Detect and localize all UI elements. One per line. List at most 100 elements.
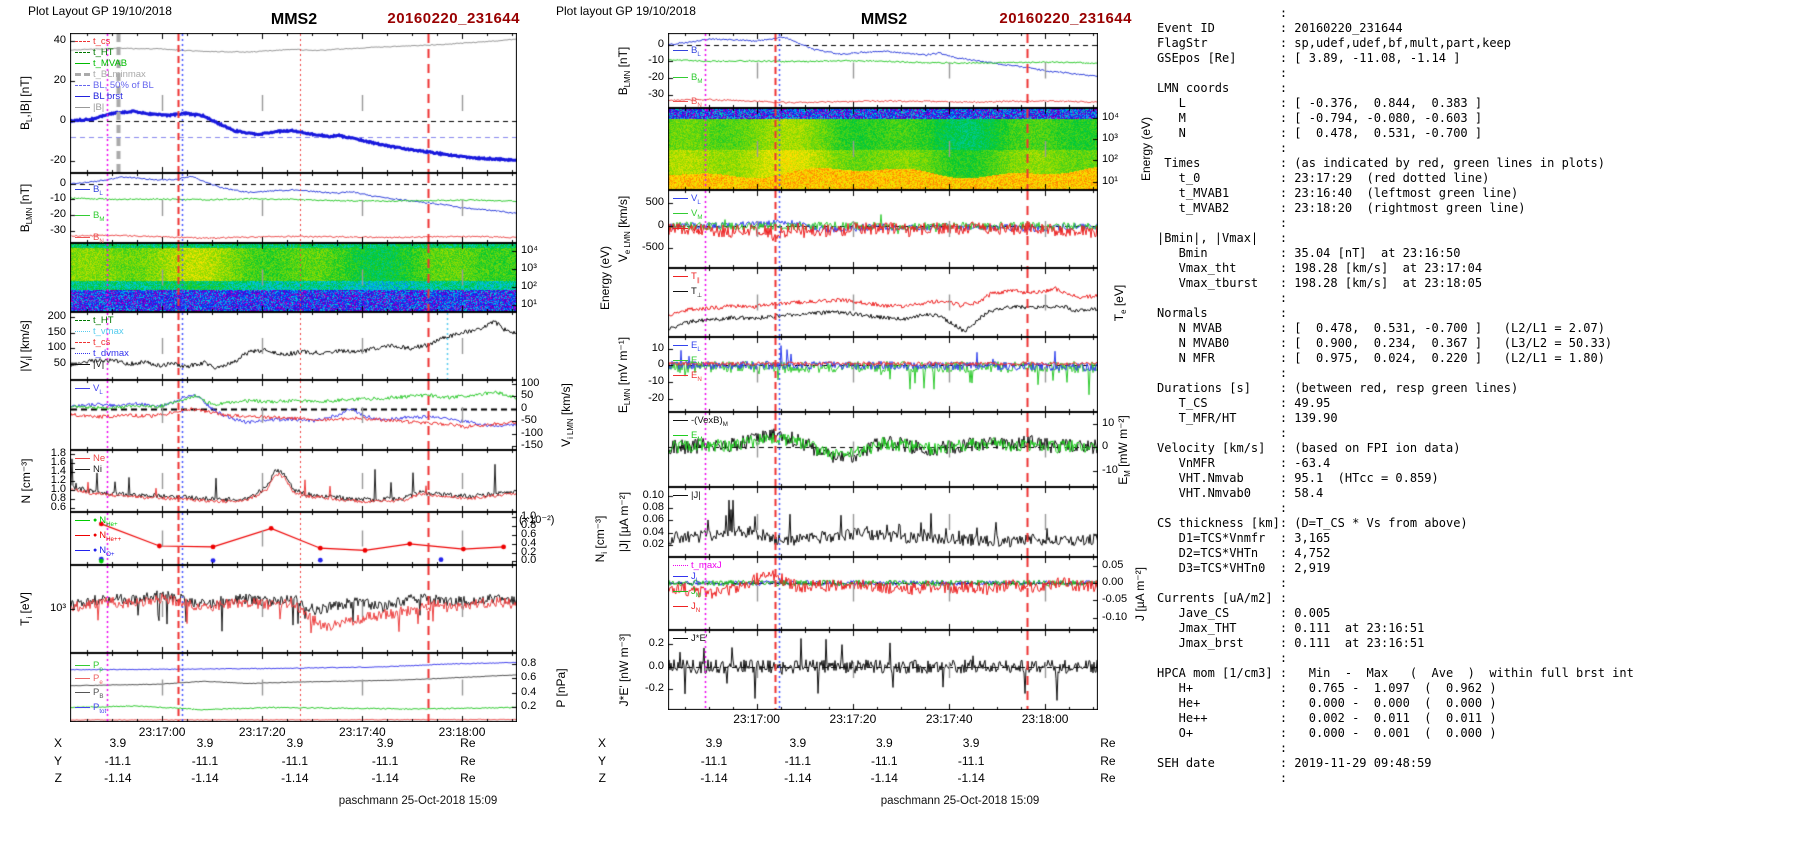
legend-label: BN: [93, 232, 104, 245]
figure-footer-left: paschmann 25-Oct-2018 15:09: [338, 795, 498, 807]
legend-item: BN: [75, 232, 104, 247]
ephem-value: -11.1: [191, 754, 219, 768]
legend-dot: ●: [93, 546, 98, 554]
y-tick-label: 10²: [521, 280, 537, 293]
legend-dot: ●: [93, 531, 98, 539]
legend-line: [75, 692, 90, 694]
y-tick-label: 0.06: [642, 513, 664, 526]
info-line: Durations [s] : (between red, resp green…: [1157, 381, 1519, 395]
figure-title-middle: MMS2: [860, 11, 908, 28]
info-line: VnMFR : -63.4: [1157, 456, 1331, 470]
legend-label: Pp: [93, 660, 103, 674]
legend-label: Ne: [93, 453, 106, 464]
info-line: Jmax_THT : 0.111 at 23:16:51: [1157, 621, 1425, 635]
ephem-value: -1.14: [281, 771, 309, 785]
ephem-unit: Re: [460, 771, 476, 785]
legend-item: t_dvmax: [75, 348, 129, 359]
legend-label: t_vmax: [93, 326, 124, 337]
legend-item: BM: [673, 72, 702, 87]
y-tick-label: 100: [521, 376, 540, 389]
axis-label: EM [mW m⁻²]: [1115, 414, 1133, 485]
ephem-value: -1.14: [371, 771, 399, 785]
ephem-row-label: Z: [54, 771, 62, 785]
legend-label: Ptot: [93, 701, 107, 715]
legend-label: BL: [691, 45, 701, 58]
legend-line: [75, 236, 90, 238]
ephem-row-label: X: [597, 736, 606, 750]
info-line: t_0 : 23:17:29 (red dotted line): [1157, 171, 1490, 185]
legend-line: [75, 40, 90, 42]
legend-label: T∥: [691, 271, 700, 284]
info-line: Normals :: [1157, 306, 1288, 320]
legend-label: t_MVAB: [93, 58, 128, 69]
y-tick-label: 0: [657, 37, 664, 50]
legend-label: t_dvmax: [93, 348, 129, 359]
plot-canvas-ti: [70, 565, 517, 653]
legend-line: [75, 51, 90, 53]
y-tick-label: 1.6: [50, 456, 66, 469]
ephem-unit: Re: [460, 736, 476, 750]
y-tick-label: 0.2: [521, 700, 537, 713]
y-tick-label: -20: [648, 71, 664, 83]
legend-line: [673, 344, 688, 346]
y-tick-label: 0.6: [521, 671, 537, 684]
info-line: |Bmin|, |Vmax| :: [1157, 231, 1288, 245]
ephem-value: -11.1: [957, 754, 985, 768]
legend-label: t_maxJ: [691, 560, 722, 571]
info-line: D2=TCS*VHTn : 4,752: [1157, 546, 1331, 560]
legend: t_HT t_vmax t_cs t_dvmax |V|: [75, 315, 129, 370]
info-line: D3=TCS*VHTn0 : 2,919: [1157, 561, 1331, 575]
info-line: :: [1157, 771, 1288, 785]
legend-item: t_vmax: [75, 326, 129, 337]
y-tick-label: -10: [50, 192, 66, 205]
info-line: Vmax_tburst : 198.28 [km/s] at 23:18:05: [1157, 276, 1483, 290]
legend-label: PB: [93, 687, 104, 700]
legend-label: JM: [691, 585, 701, 599]
axis-label: Ve LMN [km/s]: [615, 195, 633, 263]
info-line: :: [1157, 66, 1288, 80]
y-tick-label: -10: [648, 54, 664, 67]
info-line: T_MFR/HT : 139.90: [1157, 411, 1338, 425]
legend-line: [673, 76, 688, 78]
y-tick-label: 0.05: [1102, 558, 1124, 571]
plot-layout-label-left: Plot Layout GP 19/10/2018: [28, 4, 172, 18]
info-line: :: [1157, 366, 1288, 380]
legend-line: [75, 549, 90, 551]
y-tick-label: 0: [657, 358, 664, 371]
legend-line: [75, 189, 90, 191]
info-line: N MVAB0 : [ 0.900, 0.234, 0.367 ] (L3/L2…: [1157, 336, 1613, 350]
legend-item: VN: [673, 223, 702, 238]
info-line: M : [ -0.794, -0.080, -0.603 ]: [1157, 111, 1483, 125]
legend-label: BM: [691, 72, 703, 85]
legend-line: [75, 677, 90, 679]
legend-line: [75, 665, 90, 667]
legend-item: t_BLminmax: [75, 69, 154, 80]
plot-canvas-density: [70, 450, 517, 512]
legend-line: [673, 419, 688, 421]
legend-label: BL brst: [93, 91, 123, 102]
info-line: N MVAB : [ 0.478, 0.531, -0.700 ] (L2/L1…: [1157, 321, 1605, 335]
legend-item: BM: [75, 210, 104, 225]
legend-line: [75, 363, 90, 365]
ephem-unit: Re: [1100, 771, 1116, 785]
legend-item: Pp: [75, 660, 103, 675]
legend-item: ● NHe+: [75, 515, 121, 530]
ephem-row-label: Y: [53, 754, 62, 768]
info-line: Jmax_brst : 0.111 at 23:16:51: [1157, 636, 1425, 650]
legend-item: ● NO+: [75, 545, 121, 560]
time-tick-label: 23:17:00: [733, 712, 780, 726]
plot-canvas-vi-lmn: [70, 380, 517, 450]
legend-line: [673, 49, 688, 51]
y-tick-label: 0.04: [642, 525, 664, 538]
info-line: Event ID : 20160220_231644: [1157, 21, 1403, 35]
legend-item: EN: [673, 370, 702, 385]
y-tick-label: 0.6: [50, 500, 66, 513]
legend: EL EM EN: [673, 340, 702, 385]
y-tick-label: 0.8: [521, 656, 537, 669]
ephem-value: -1.14: [957, 771, 985, 785]
axis-label: Energy (eV): [1139, 116, 1153, 182]
legend-item: VL: [673, 193, 702, 208]
legend: VL VM VN: [673, 193, 702, 238]
legend-label: t_BLminmax: [93, 69, 146, 80]
plot-canvas-e-lmn: [668, 337, 1098, 412]
